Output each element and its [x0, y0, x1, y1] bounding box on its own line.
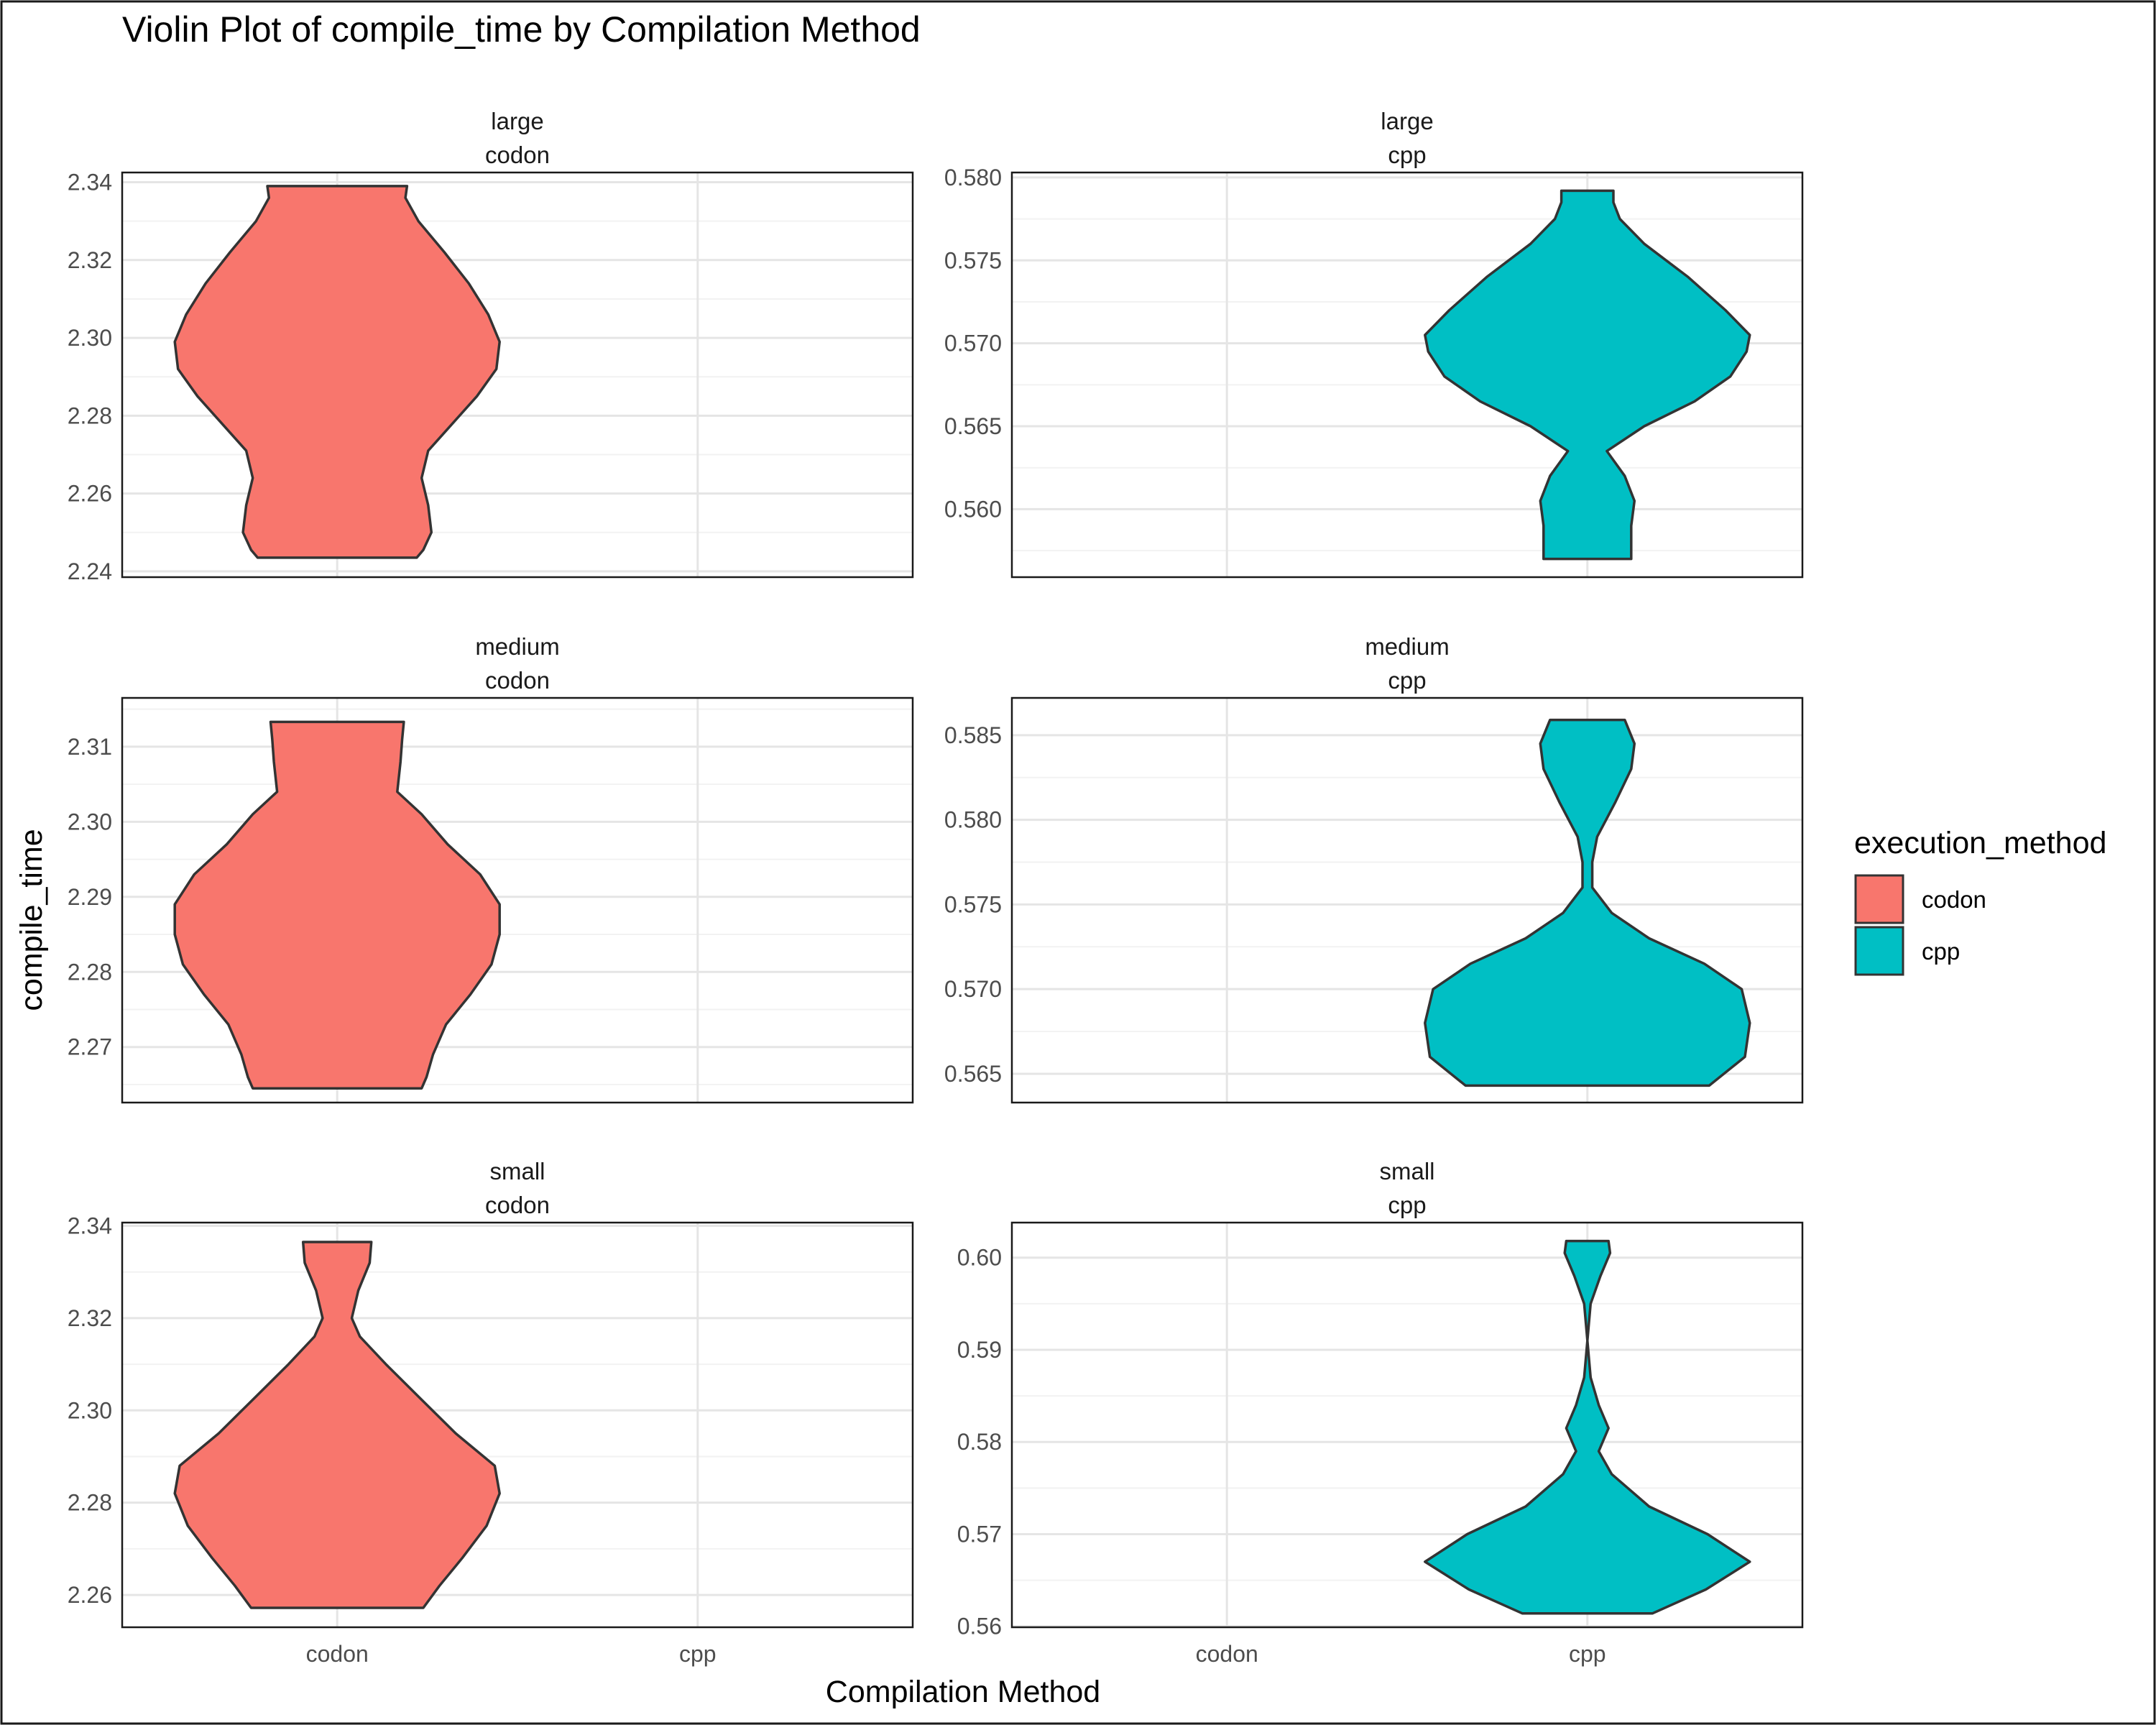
- y-tick-label: 2.30: [68, 809, 112, 834]
- y-tick-label: 2.29: [68, 884, 112, 910]
- strip-label-size: large: [1381, 108, 1433, 134]
- legend-label-codon: codon: [1922, 886, 1986, 913]
- panel-large-codon: large codon 2.24 2.26 2.28 2.30 2.32 2.34: [68, 108, 914, 584]
- y-tick-label: 0.565: [944, 413, 1002, 439]
- y-tick-label: 0.56: [957, 1614, 1002, 1639]
- y-tick-label: 2.34: [68, 170, 112, 196]
- legend-items: codon cpp: [1854, 874, 1986, 976]
- y-tick-label: 0.565: [944, 1061, 1002, 1087]
- y-tick-label: 2.26: [68, 1582, 112, 1608]
- y-tick-label: 0.59: [957, 1337, 1002, 1363]
- y-tick-label: 2.30: [68, 325, 112, 351]
- strip-label-method: cpp: [1388, 142, 1426, 168]
- strip-label-size: small: [1379, 1158, 1434, 1184]
- y-tick-label: 0.58: [957, 1429, 1002, 1455]
- legend-key-cpp: [1854, 926, 1904, 976]
- x-axis-title: Compilation Method: [826, 1675, 1100, 1709]
- chart-title: Violin Plot of compile_time by Compilati…: [122, 9, 921, 50]
- legend-item-codon: codon: [1854, 874, 1986, 924]
- y-tick-label: 0.57: [957, 1521, 1002, 1547]
- violin-medium-codon: [173, 720, 501, 1090]
- panel-border: [121, 1221, 914, 1629]
- panel-border: [1010, 171, 1804, 579]
- strip-label-size: medium: [475, 633, 559, 660]
- strip-label-method: cpp: [1388, 667, 1426, 694]
- y-tick-label: 2.28: [68, 402, 112, 428]
- y-tick-label: 0.580: [944, 165, 1002, 190]
- strip-label-method: cpp: [1388, 1192, 1426, 1218]
- panel-border: [121, 696, 914, 1104]
- x-tick-label: cpp: [679, 1641, 717, 1667]
- y-tick-label: 2.31: [68, 734, 112, 760]
- facet-panels: large codon 2.24 2.26 2.28 2.30 2.32 2.34 large c…: [68, 108, 1804, 1667]
- x-tick-label: codon: [1196, 1641, 1258, 1667]
- y-tick-label: 0.570: [944, 976, 1002, 1002]
- y-tick-label: 0.560: [944, 496, 1002, 522]
- strip-label-method: codon: [485, 142, 550, 168]
- legend-title: execution_method: [1854, 826, 2106, 860]
- y-tick-label: 2.27: [68, 1034, 112, 1060]
- y-tick-label: 0.580: [944, 807, 1002, 833]
- y-tick-label: 2.32: [68, 247, 112, 273]
- x-tick-label: cpp: [1569, 1641, 1606, 1667]
- y-tick-label: 0.60: [957, 1245, 1002, 1271]
- strip-label-size: large: [491, 108, 543, 134]
- violin-medium-cpp: [1424, 718, 1751, 1087]
- y-tick-label: 2.34: [68, 1213, 112, 1238]
- panel-border: [1010, 696, 1804, 1104]
- violin-large-codon: [173, 185, 501, 559]
- strip-label-size: medium: [1365, 633, 1449, 660]
- y-tick-label: 0.570: [944, 331, 1002, 356]
- y-tick-label: 0.585: [944, 722, 1002, 748]
- panel-small-codon: small codon 2.26 2.28 2.30 2.32 2.34 codon cpp: [68, 1158, 914, 1667]
- x-tick-label: codon: [306, 1641, 369, 1667]
- panel-border: [1010, 1221, 1804, 1629]
- y-tick-label: 2.24: [68, 558, 112, 584]
- strip-label-method: codon: [485, 1192, 550, 1218]
- y-tick-label: 2.30: [68, 1397, 112, 1423]
- y-axis-title: compile_time: [14, 829, 49, 1011]
- y-tick-label: 2.32: [68, 1305, 112, 1331]
- legend-label-cpp: cpp: [1922, 938, 1960, 965]
- y-tick-label: 0.575: [944, 247, 1002, 273]
- y-tick-label: 2.28: [68, 959, 112, 985]
- violin-small-cpp: [1424, 1239, 1751, 1615]
- legend-item-cpp: cpp: [1854, 926, 1960, 976]
- strip-label-size: small: [489, 1158, 545, 1184]
- y-tick-label: 0.575: [944, 891, 1002, 917]
- violin-small-codon: [173, 1241, 501, 1609]
- y-tick-label: 2.26: [68, 481, 112, 507]
- y-tick-label: 2.28: [68, 1490, 112, 1516]
- panel-border: [121, 171, 914, 579]
- panel-small-cpp: small cpp 0.56 0.57 0.58 0.59 0.60 codon cpp: [957, 1158, 1804, 1667]
- panel-medium-codon: medium codon 2.27 2.28 2.29 2.30 2.31: [68, 633, 914, 1104]
- legend: execution_method codon cpp: [1854, 826, 2106, 976]
- violin-large-cpp: [1424, 189, 1751, 561]
- strip-label-method: codon: [485, 667, 550, 694]
- legend-key-codon: [1854, 874, 1904, 924]
- panel-medium-cpp: medium cpp 0.565 0.570 0.575 0.580 0.585: [944, 633, 1804, 1104]
- panel-large-cpp: large cpp 0.560 0.565 0.570 0.575 0.580: [944, 108, 1804, 579]
